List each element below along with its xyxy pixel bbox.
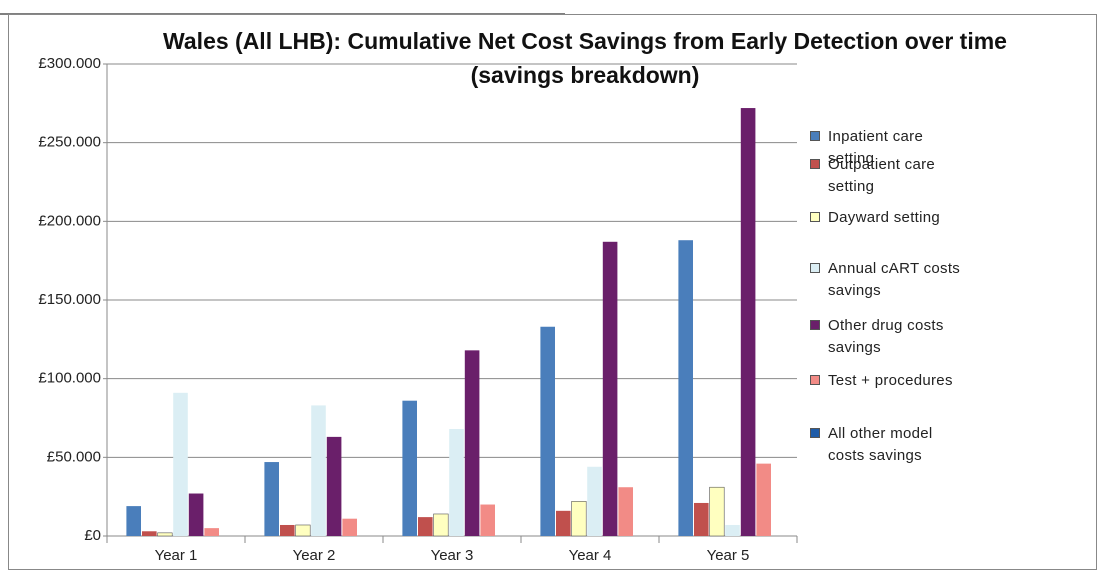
legend-swatch (810, 428, 820, 438)
bar (602, 241, 618, 536)
y-tick-label: £300.000 (38, 55, 101, 72)
y-tick-label: £50.000 (47, 448, 101, 465)
bar (618, 487, 633, 536)
bar (418, 517, 433, 536)
y-tick-label: £100.000 (38, 370, 101, 387)
legend-swatch (810, 212, 820, 222)
bar (295, 524, 311, 537)
bar (402, 400, 417, 536)
y-tick-label: £200.000 (38, 212, 101, 229)
legend-swatch (810, 263, 820, 273)
x-tick-label: Year 5 (707, 547, 750, 564)
legend-label: Annual cART costs savings (828, 260, 961, 299)
x-tick-label: Year 3 (431, 547, 474, 564)
bar (433, 513, 449, 537)
bar (725, 524, 740, 536)
legend-label: Inpatient care setting (828, 128, 924, 167)
bar (740, 108, 756, 536)
x-tick-label: Year 4 (569, 547, 612, 564)
bar (157, 532, 173, 537)
bar (709, 486, 725, 537)
legend-label: Dayward setting (828, 209, 941, 226)
bar (326, 436, 342, 536)
bar (587, 466, 602, 536)
y-tick-label: £150.000 (38, 291, 101, 308)
bar (342, 518, 357, 536)
bar (464, 350, 480, 536)
x-tick-label: Year 2 (293, 547, 336, 564)
bar (556, 510, 571, 536)
bar (126, 506, 141, 536)
bar (311, 405, 326, 536)
y-tick-label: £250.000 (38, 134, 101, 151)
bar (188, 493, 204, 536)
legend-label: Other drug costs savings (828, 317, 944, 356)
legend-label: All other model costs savings (828, 425, 933, 464)
bar (449, 429, 464, 536)
legend-swatch (810, 320, 820, 330)
bar (264, 462, 279, 536)
legend-label: Test + procedures (828, 372, 953, 389)
bar (540, 326, 555, 536)
y-tick-label: £0 (84, 527, 101, 544)
bar (173, 392, 188, 536)
bar (756, 463, 771, 536)
bar (142, 531, 157, 536)
chart-border (8, 14, 1097, 570)
bar (571, 501, 587, 537)
legend-swatch (810, 131, 820, 141)
chart-title: Wales (All LHB): Cumulative Net Cost Sav… (163, 28, 1007, 88)
legend-swatch (810, 375, 820, 385)
bar (280, 524, 295, 536)
bar (480, 504, 495, 536)
bar (678, 240, 693, 537)
legend-label: Outpatient care setting (828, 156, 936, 195)
bar (204, 528, 219, 536)
bar (694, 502, 709, 536)
x-tick-label: Year 1 (155, 547, 198, 564)
legend-swatch (810, 159, 820, 169)
